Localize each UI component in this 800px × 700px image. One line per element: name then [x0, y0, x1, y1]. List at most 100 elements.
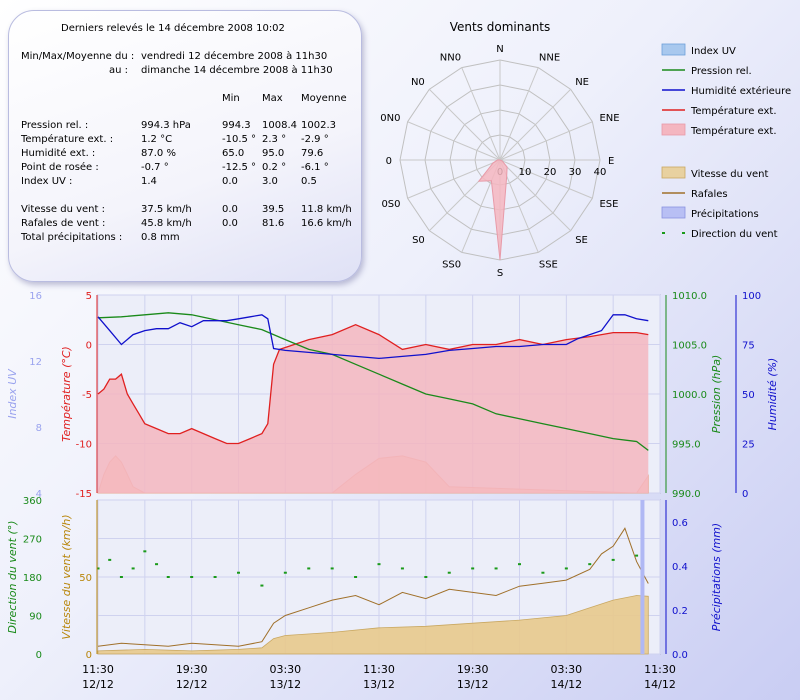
rain-tick-label: 0.2 [672, 606, 688, 617]
radar-spoke [499, 67, 539, 161]
radar-wind-area [477, 159, 508, 261]
time-tick-label: 11:30 [82, 663, 114, 676]
radar-direction-label: NN0 [440, 53, 461, 64]
temperature-area [98, 324, 649, 493]
stats-cell-avg: 1002.3 [301, 120, 336, 131]
wind-direction-point [447, 571, 451, 574]
legend-item: Humidité extérieure [662, 85, 791, 97]
wind-direction-point [424, 576, 428, 578]
stats-cell-max: 81.6 [262, 218, 285, 229]
legend-label: Direction du vent [691, 229, 778, 240]
time-tick-label: 03:30 [550, 663, 582, 676]
time-tick-label: 19:30 [176, 663, 208, 676]
uv-tick-label: 16 [29, 291, 42, 302]
stats-cell-label: Humidité ext. : [21, 148, 96, 159]
stats-cell-current: 994.3 hPa [141, 120, 191, 131]
legend-swatch [662, 232, 665, 234]
speed-tick-label: 0 [86, 650, 92, 661]
radar-direction-label: 0N0 [380, 113, 400, 124]
legend-swatch [661, 166, 686, 179]
radar-spoke [428, 88, 501, 161]
legend-label: Rafales [691, 189, 728, 200]
wind-direction-point [564, 567, 568, 570]
humidity-tick-label: 50 [742, 390, 755, 401]
wind-direction-point [635, 554, 639, 557]
humidity-tick-label: 100 [742, 291, 761, 302]
legend-label: Pression rel. [691, 66, 752, 77]
wind-precipitation-chart: 360 270 180 90 0 Direction du vent (°) 50 0 Vite… [6, 496, 723, 661]
time-tick-label: 11:30 [363, 663, 395, 676]
legend-item: Température ext. [661, 123, 777, 137]
col-header-avg: Moyenne [301, 93, 347, 104]
direction-tick-label: 0 [36, 650, 42, 661]
stats-panel: Derniers relevés le 14 décembre 2008 10:… [8, 10, 362, 282]
wind-direction-point [377, 563, 381, 566]
legend-label: Vitesse du vent [691, 169, 768, 180]
radar-spoke [407, 159, 501, 199]
stats-cell-label: Index UV : [21, 176, 73, 187]
wind-direction-point [155, 563, 159, 566]
radar-direction-label: E [608, 156, 614, 167]
wind-direction-point [354, 576, 358, 578]
radar-tick-label: 20 [544, 167, 557, 178]
stats-cell-max: 3.0 [262, 176, 278, 187]
legend-item: Direction du vent [662, 229, 778, 240]
stats-cell-label: Point de rosée : [21, 162, 99, 173]
radar-spoke [499, 159, 572, 232]
last-reading-text: Derniers relevés le 14 décembre 2008 10:… [61, 23, 285, 34]
wind-direction-point [166, 576, 170, 578]
date-tick-label: 14/12 [550, 678, 582, 691]
pressure-tick-label: 990.0 [672, 489, 701, 500]
stats-cell-max: 2.3 ° [262, 134, 287, 145]
wind-direction-point [471, 567, 475, 570]
legend-item: Vitesse du vent [661, 166, 768, 180]
stats-cell-label: Vitesse du vent : [21, 204, 105, 215]
radar-spoke [499, 121, 593, 161]
radar-direction-label: S [497, 268, 503, 279]
radar-direction-label: N [496, 44, 503, 55]
wind-direction-point [494, 567, 498, 570]
date-tick-label: 13/12 [457, 678, 489, 691]
radar-direction-label: 0S0 [381, 199, 400, 210]
wind-direction-point [190, 576, 194, 578]
date-tick-label: 13/12 [269, 678, 301, 691]
stats-cell-max: 39.5 [262, 204, 285, 215]
time-tick-label: 11:30 [644, 663, 676, 676]
stats-cell-avg: 16.6 km/h [301, 218, 352, 229]
legend-label: Humidité extérieure [691, 85, 791, 97]
rain-axis-label: Précipitations (mm) [710, 523, 723, 631]
temperature-line [97, 323, 649, 445]
wind-direction-point [611, 558, 615, 561]
temperature-tick-label: 0 [86, 341, 92, 352]
wind-gust-line [97, 527, 649, 647]
legend-item: Température ext. [662, 105, 777, 117]
stats-cell-current: 1.2 °C [141, 134, 173, 145]
radar-direction-label: ESE [599, 199, 618, 210]
humidity-tick-label: 75 [742, 341, 755, 352]
stats-cell-label: Pression rel. : [21, 120, 89, 131]
radar-tick-label: 10 [519, 167, 532, 178]
radar-spoke [499, 88, 572, 161]
pressure-tick-label: 1010.0 [672, 291, 707, 302]
stats-cell-avg: -6.1 ° [301, 162, 329, 173]
radar-spoke [461, 67, 501, 161]
date-tick-label: 12/12 [176, 678, 208, 691]
temperature-tick-label: -15 [76, 489, 92, 500]
wind-direction-point [143, 550, 147, 553]
time-tick-label: 03:30 [269, 663, 301, 676]
uv-tick-label: 4 [36, 489, 42, 500]
stats-cell-min: 0.0 [222, 204, 238, 215]
wind-radar-chart: Vents dominants N NNE NE ENE E ESE SE SSE S SS0 S0 0… [380, 20, 619, 279]
stats-cell-max: 95.0 [262, 148, 285, 159]
wind-direction-point [96, 567, 100, 570]
stats-cell-avg: -2.9 ° [301, 134, 329, 145]
stats-cell-avg: 0.5 [301, 176, 317, 187]
temperature-tick-label: -10 [76, 440, 92, 451]
direction-axis-label: Direction du vent (°) [6, 520, 19, 633]
uv-axis-label: Index UV [6, 368, 19, 419]
humidity-axis-label: Humidité (%) [766, 358, 779, 431]
pressure-line [97, 312, 649, 451]
radar-direction-label: NNE [539, 53, 560, 64]
wind-speed-area [97, 595, 649, 655]
